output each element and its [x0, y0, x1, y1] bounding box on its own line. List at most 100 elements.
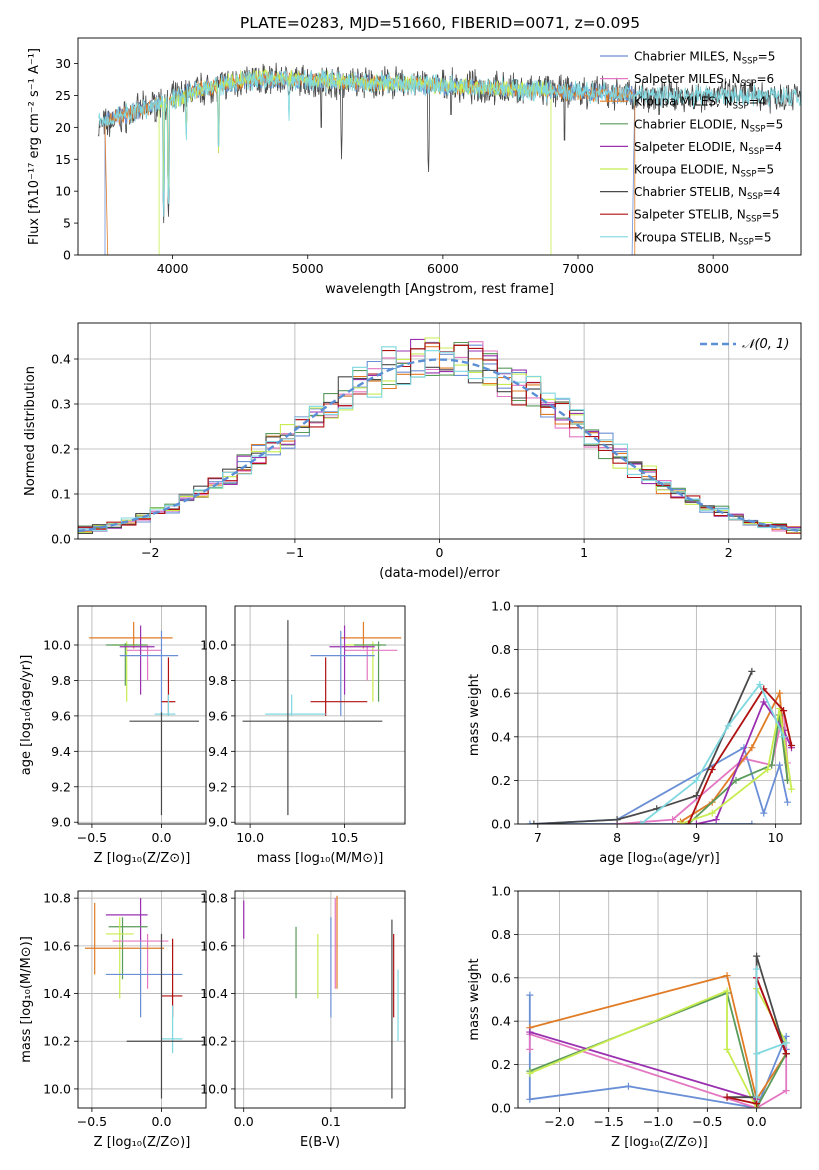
legend-label-value: =5 [766, 117, 784, 131]
y-tick-label: 10.6 [43, 938, 71, 953]
x-tick-label: −1.5 [594, 1114, 624, 1129]
weight-marker-kroupa_stelib [637, 820, 645, 824]
weight-marker-kroupa_elodie [787, 785, 795, 793]
y-tick-label: 9.6 [208, 708, 228, 723]
y-tick-label: 0 [63, 248, 71, 263]
y-tick-label: 10.4 [200, 986, 228, 1001]
y-tick-label: 15 [55, 152, 71, 167]
legend-label-value: =5 [762, 208, 780, 222]
x-tick-label: 6000 [427, 261, 459, 276]
y-tick-label: 0.2 [51, 442, 71, 457]
weight-marker-salpeter_miles [669, 816, 677, 824]
plot-area [526, 667, 795, 824]
x-tick-label: 0.0 [152, 1114, 172, 1129]
weight-marker-chabrier_miles [748, 820, 756, 824]
legend-label-value: =5 [754, 230, 772, 244]
chart-mass-vs-EBV: 0.0 0.1 10.0 10.2 10.4 10.6 10.8 E(B-V) [200, 890, 406, 1150]
legend-label-sub: SSP [750, 124, 766, 134]
x-tick-label: −0.5 [692, 1114, 722, 1129]
chart-mass-weight-vs-Z: −2.0 −1.5 −1.0 −0.5 0.0 0.0 0.2 0.4 0.6 0.8 1.0 Z [… [467, 884, 802, 1150]
chart-age-vs-mass: 10.0 10.5 9.0 9.2 9.4 9.6 9.8 10.0 mass [log₁₀(M… [200, 605, 406, 866]
weight-marker-chabrier_stelib [530, 820, 538, 824]
plot-area [97, 62, 801, 255]
legend-label-normal: 𝒩(0, 1) [742, 337, 789, 352]
weight-marker-salpeter_stelib [780, 707, 788, 715]
y-axis-label: mass [log₁₀(M/M⊙)] [19, 936, 34, 1063]
legend-label-value: =5 [756, 163, 774, 177]
plot-area [78, 337, 801, 534]
y-tick-label: 0.1 [51, 487, 71, 502]
weight-marker-salpeter_stelib [787, 742, 795, 750]
legend-label-sub: SSP [741, 79, 757, 89]
x-tick-label: 0.1 [321, 1114, 341, 1129]
x-tick-label: 8 [613, 830, 621, 845]
y-tick-label: 9.0 [51, 815, 71, 830]
x-tick-label: −1 [286, 545, 304, 560]
y-tick-label: 10 [55, 184, 71, 199]
y-tick-label: 9.2 [208, 779, 228, 794]
normal-curve [78, 358, 801, 533]
x-axis-label: E(B-V) [300, 1135, 340, 1150]
weight-marker-kroupa_elodie [526, 1069, 534, 1077]
x-tick-label: −2 [141, 545, 159, 560]
y-tick-label: 30 [55, 56, 71, 71]
weight-marker-kroupa_stelib [753, 1050, 761, 1058]
axes-frame [234, 890, 406, 1109]
weight-marker-chabrier_elodie [732, 776, 740, 784]
legend-label-sub: SSP [741, 170, 757, 180]
x-axis-label: Z [log₁₀(Z/Z⊙)] [611, 1135, 708, 1150]
x-tick-label: −2.0 [544, 1114, 574, 1129]
x-tick-label: 9 [692, 830, 700, 845]
x-axis-label: Z [log₁₀(Z/Z⊙)] [94, 1135, 191, 1150]
x-tick-label: 7000 [562, 261, 594, 276]
weight-marker-kroupa_stelib [780, 733, 788, 741]
y-axis-label: age [log₁₀(age/yr)] [19, 655, 34, 776]
weight-marker-kroupa_elodie [764, 766, 772, 773]
x-tick-label: 7 [534, 830, 542, 845]
legend-label-value: =5 [758, 50, 776, 64]
y-tick-label: 9.8 [208, 673, 228, 688]
weight-marker-salpeter_stelib [782, 1050, 790, 1058]
y-tick-label: 0.6 [491, 970, 511, 985]
y-tick-label: 10.4 [43, 986, 71, 1001]
legend-label-text: Kroupa MILES, N [634, 95, 733, 109]
y-tick-label: 25 [55, 88, 71, 103]
legend-label-chabrier_stelib: Chabrier STELIB, NSSP=4 [634, 185, 781, 202]
weight-marker-kroupa_miles [723, 972, 731, 980]
y-tick-label: 5 [63, 216, 71, 231]
weight-marker-chabrier_stelib [692, 792, 700, 800]
plot-area [242, 620, 402, 816]
axes-frame [77, 322, 802, 540]
plot-area [84, 898, 204, 1099]
axes-frame [234, 605, 406, 825]
weight-marker-chabrier_miles [782, 1032, 790, 1040]
x-axis-label: Z [log₁₀(Z/Z⊙)] [94, 851, 191, 866]
weight-line-salpeter_miles [528, 1032, 788, 1108]
weight-marker-chabrier_stelib [613, 816, 621, 824]
legend-label-text: Chabrier ELODIE, N [634, 117, 750, 131]
y-tick-label: 9.6 [51, 708, 71, 723]
legend-label-text: Salpeter MILES, N [634, 72, 741, 86]
weight-marker-salpeter_elodie [526, 1028, 534, 1036]
y-axis-label: Flux [fλ10⁻¹⁷ erg cm⁻² s⁻¹ A⁻¹] [27, 48, 42, 245]
weight-marker-salpeter_stelib [708, 766, 716, 773]
x-tick-label: 0 [436, 545, 444, 560]
weight-marker-kroupa_miles [776, 689, 784, 697]
legend-label-sub: SSP [742, 57, 758, 67]
axes-frame [77, 605, 207, 825]
x-tick-label: 10 [768, 830, 784, 845]
weight-marker-kroupa_elodie [723, 987, 731, 995]
weight-marker-chabrier_miles [526, 991, 534, 999]
x-axis-label: (data-model)/error [379, 566, 500, 581]
axes-frame [77, 890, 207, 1109]
axes-frame [77, 37, 802, 256]
chart-residual-hist: −2 −1 0 1 2 0.0 0.1 0.2 0.3 0.4 (data-model)/error… [23, 322, 802, 581]
x-tick-label: 0.0 [747, 1114, 767, 1129]
x-axis-label: age [log₁₀(age/yr)] [599, 851, 720, 866]
weight-marker-chabrier_miles [760, 809, 768, 817]
y-tick-label: 0.2 [491, 773, 511, 788]
legend-label-salpeter_elodie: Salpeter ELODIE, NSSP=4 [634, 140, 782, 157]
y-tick-label: 10.0 [200, 637, 228, 652]
chart-age-vs-Z: −0.5 0.0 9.0 9.2 9.4 9.6 9.8 10.0 Z [log₁₀(Z/Z⊙)… [19, 605, 207, 866]
legend-label-sub: SSP [733, 102, 749, 112]
